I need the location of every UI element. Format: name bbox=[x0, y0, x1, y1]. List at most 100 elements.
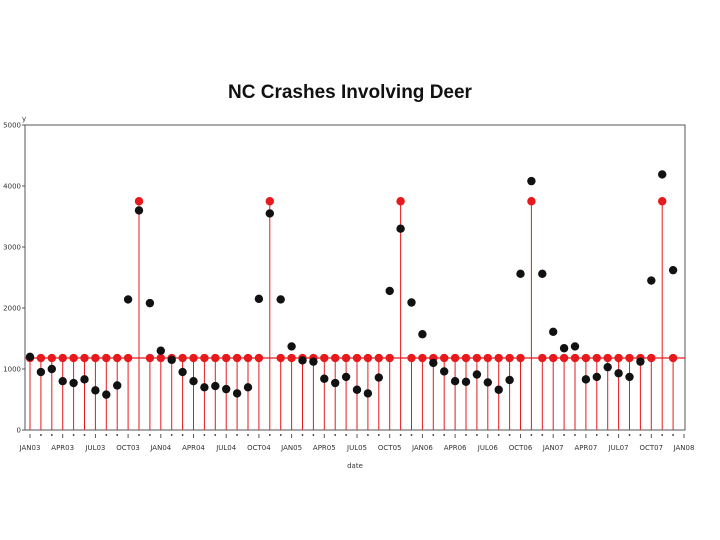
x-tick-label: OCT05 bbox=[378, 444, 402, 452]
red-point bbox=[483, 353, 492, 363]
black-point bbox=[156, 346, 165, 355]
chart-title: NC Crashes Involving Deer bbox=[228, 82, 472, 103]
red-point bbox=[47, 353, 56, 363]
red-point bbox=[200, 353, 209, 363]
black-point bbox=[232, 389, 242, 398]
black-point bbox=[200, 383, 209, 392]
x-axis-label: date bbox=[347, 462, 363, 470]
red-point bbox=[178, 353, 187, 363]
red-point bbox=[156, 353, 165, 363]
black-point bbox=[450, 377, 460, 386]
red-point bbox=[352, 353, 362, 363]
red-point bbox=[341, 353, 351, 363]
y-tick-label: 4000 bbox=[3, 183, 21, 191]
black-point bbox=[80, 375, 89, 384]
black-point bbox=[341, 372, 351, 382]
black-series bbox=[25, 170, 678, 399]
black-point bbox=[418, 330, 427, 339]
red-point bbox=[123, 353, 133, 363]
black-point bbox=[603, 362, 612, 372]
black-point bbox=[287, 342, 296, 351]
black-point bbox=[407, 298, 416, 307]
red-point bbox=[440, 353, 449, 363]
red-point bbox=[331, 353, 340, 363]
red-point bbox=[232, 353, 242, 363]
black-point bbox=[320, 374, 329, 383]
black-point bbox=[581, 375, 591, 384]
red-point bbox=[592, 353, 601, 363]
black-point bbox=[58, 377, 67, 386]
x-tick-label: JUL06 bbox=[477, 444, 499, 452]
black-point bbox=[276, 295, 285, 304]
x-tick-label: APR04 bbox=[182, 444, 205, 452]
y-tick-label: 2000 bbox=[3, 305, 21, 313]
black-point bbox=[658, 170, 667, 179]
y-tick-label: 0 bbox=[17, 427, 21, 435]
x-tick-label: JUL04 bbox=[215, 444, 237, 452]
red-point bbox=[287, 353, 296, 363]
black-point bbox=[113, 381, 122, 390]
black-point bbox=[211, 381, 220, 391]
red-point bbox=[145, 353, 155, 363]
black-point bbox=[352, 385, 362, 394]
x-tick-label: APR06 bbox=[444, 444, 467, 452]
red-point bbox=[265, 197, 274, 206]
red-point bbox=[102, 353, 111, 363]
x-tick-label: JUL03 bbox=[84, 444, 105, 452]
black-point bbox=[385, 286, 394, 296]
x-tick-label: OCT03 bbox=[116, 444, 140, 452]
y-tick-label: 1000 bbox=[3, 366, 21, 374]
red-point bbox=[625, 353, 634, 363]
red-point bbox=[418, 353, 427, 363]
red-point bbox=[58, 353, 67, 363]
black-point bbox=[309, 357, 318, 366]
black-point bbox=[363, 389, 373, 398]
x-tick-label: OCT06 bbox=[509, 444, 533, 452]
black-point bbox=[396, 224, 405, 233]
red-point bbox=[505, 353, 514, 363]
black-point bbox=[69, 378, 78, 388]
red-series bbox=[25, 197, 678, 363]
y-tick-label: 5000 bbox=[3, 122, 21, 130]
black-point bbox=[505, 375, 514, 385]
black-point bbox=[36, 367, 46, 377]
red-point bbox=[614, 353, 623, 363]
red-point bbox=[134, 197, 144, 206]
black-point bbox=[91, 386, 100, 395]
red-point bbox=[374, 353, 383, 363]
black-point bbox=[668, 265, 678, 275]
x-tick-label: JUL05 bbox=[346, 444, 367, 452]
red-point bbox=[113, 353, 122, 363]
red-point bbox=[527, 197, 536, 206]
black-point bbox=[189, 377, 198, 386]
red-point bbox=[461, 353, 471, 363]
black-point bbox=[47, 364, 56, 374]
y-axis: 0 1000 2000 3000 4000 5000 bbox=[3, 122, 25, 435]
red-point bbox=[647, 353, 656, 363]
red-point bbox=[450, 353, 460, 363]
black-point bbox=[461, 377, 471, 387]
black-point bbox=[527, 176, 536, 186]
black-point bbox=[429, 358, 438, 368]
black-point bbox=[222, 384, 231, 394]
x-tick-label: APR07 bbox=[575, 444, 598, 452]
red-point bbox=[668, 353, 678, 363]
x-tick-label: APR05 bbox=[313, 444, 336, 452]
red-point bbox=[189, 353, 198, 363]
black-point bbox=[636, 357, 645, 366]
black-point bbox=[374, 373, 383, 382]
x-tick-label: JAN04 bbox=[149, 444, 171, 452]
black-point bbox=[570, 342, 580, 351]
red-point bbox=[385, 353, 394, 363]
stem-lines bbox=[29, 201, 674, 430]
red-point bbox=[396, 197, 405, 206]
black-point bbox=[494, 385, 503, 394]
black-point bbox=[298, 356, 307, 365]
y-axis-label: y bbox=[22, 115, 26, 123]
red-point bbox=[276, 353, 285, 363]
black-point bbox=[254, 294, 264, 304]
x-tick-label: OCT04 bbox=[247, 444, 271, 452]
black-point bbox=[25, 352, 35, 361]
red-point bbox=[320, 353, 329, 363]
